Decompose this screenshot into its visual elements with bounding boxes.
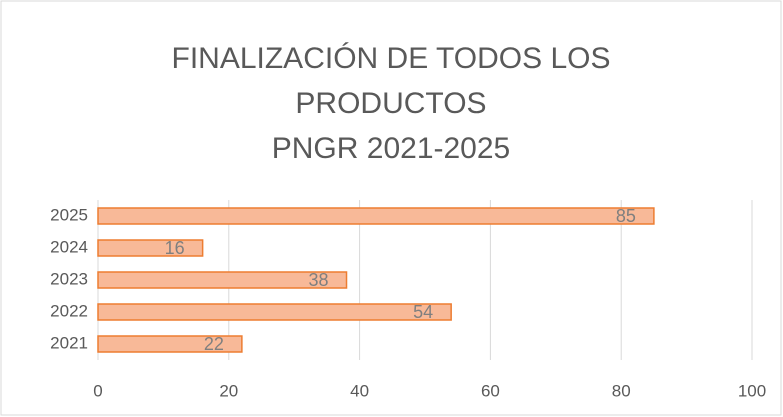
bar [97,303,452,321]
x-tick-label: 60 [481,381,500,400]
x-tick-label: 40 [350,381,369,400]
chart-title: PNGR 2021-2025 [272,132,510,165]
y-tick-label: 2021 [50,333,88,352]
y-tick-label: 2023 [50,269,88,288]
data-label: 38 [308,270,328,290]
data-label: 16 [165,238,185,258]
bar [97,271,348,289]
x-tick-label: 100 [738,381,766,400]
y-tick-label: 2022 [50,301,88,320]
chart-title: PRODUCTOS [295,87,486,120]
y-tick-label: 2024 [50,237,88,256]
bar [97,335,243,353]
bar [97,207,655,225]
data-label: 54 [413,302,433,322]
x-tick-label: 0 [93,381,102,400]
y-tick-label: 2025 [50,205,88,224]
chart-title: FINALIZACIÓN DE TODOS LOS [172,42,611,75]
bar [97,239,204,257]
data-label: 85 [616,206,636,226]
x-tick-label: 80 [612,381,631,400]
data-label: 22 [204,334,224,354]
x-tick-label: 20 [219,381,238,400]
